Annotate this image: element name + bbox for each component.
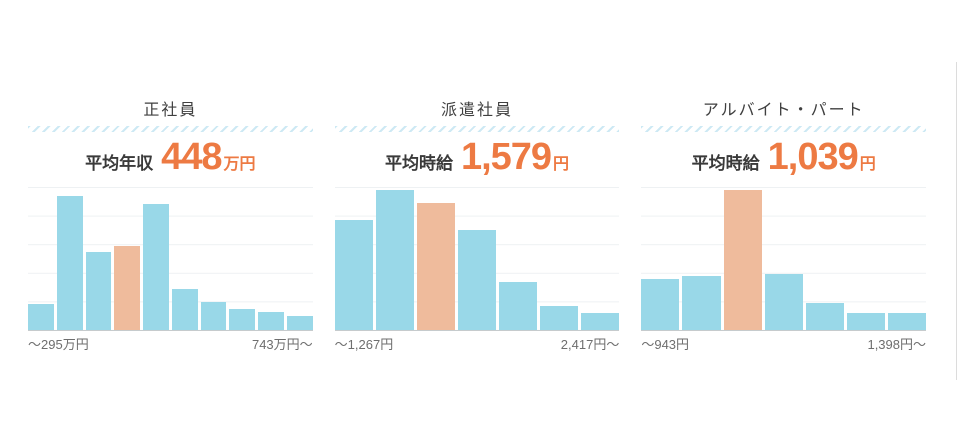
- histogram-bar: [581, 313, 620, 331]
- x-axis-labels: ～1,267円 2,417円～: [335, 337, 620, 353]
- average-value: 1,579: [460, 136, 552, 179]
- histogram-bar: [764, 274, 803, 331]
- histogram-bar: [846, 313, 885, 331]
- x-axis-max-label: 743万円～: [251, 337, 313, 353]
- x-axis-labels: ～295万円 743万円～: [28, 337, 313, 353]
- histogram-bar-average: [723, 190, 762, 331]
- histogram-bar: [887, 313, 926, 331]
- histogram-bar: [641, 278, 680, 331]
- average-unit: 万円: [223, 156, 256, 174]
- bars-container: [28, 187, 313, 331]
- chart-title: アルバイト・パート: [702, 102, 865, 119]
- bar-chart-hourly-wage: [334, 187, 620, 332]
- average-label: 平均時給: [384, 154, 453, 174]
- hatched-divider: [334, 126, 620, 133]
- x-axis-min-label: ～1,267円: [334, 337, 394, 353]
- histogram-bar: [258, 311, 284, 331]
- average-value: 448: [161, 136, 222, 179]
- histogram-bar: [85, 251, 112, 331]
- panel-part-time: アルバイト・パート 平均時給 1,039 円 ～943円 1,398円～: [641, 101, 927, 353]
- panel-full-time-employee: 正社員 平均年収 448 万円 ～295万円 743万円～: [28, 101, 313, 353]
- histogram-bar: [375, 190, 414, 331]
- histogram-bar: [334, 220, 373, 331]
- page-right-border: [956, 62, 957, 380]
- hatched-divider: [641, 126, 927, 133]
- histogram-bar: [229, 308, 256, 331]
- histogram-bar: [28, 304, 54, 331]
- histogram-bar: [805, 303, 844, 331]
- bars-container: [334, 187, 620, 331]
- average-row: 平均年収 448 万円: [28, 138, 313, 176]
- histogram-bar-average: [114, 245, 141, 331]
- histogram-bar: [171, 288, 198, 331]
- x-axis-min-label: ～295万円: [28, 337, 89, 353]
- average-label: 平均時給: [691, 154, 760, 174]
- histogram-bar: [499, 281, 538, 331]
- employment-type-charts: 正社員 平均年収 448 万円 ～295万円 743万円～ 派遣社員 平均時給 1,5…: [28, 101, 927, 353]
- x-axis-max-label: 2,417円～: [560, 337, 620, 353]
- histogram-bar: [682, 275, 721, 331]
- average-row: 平均時給 1,579 円: [335, 138, 620, 176]
- hatched-divider: [28, 126, 313, 133]
- histogram-bar: [457, 230, 497, 331]
- chart-title: 正社員: [143, 102, 198, 119]
- x-axis-max-label: 1,398円～: [867, 337, 927, 353]
- histogram-bar: [143, 204, 169, 331]
- average-unit: 円: [859, 156, 876, 174]
- average-value: 1,039: [767, 136, 859, 179]
- histogram-bar: [286, 315, 313, 331]
- histogram-bar: [56, 195, 83, 331]
- histogram-bar: [200, 301, 227, 331]
- average-label: 平均年収: [85, 154, 154, 174]
- x-axis-labels: ～943円 1,398円～: [641, 337, 926, 353]
- bars-container: [641, 187, 926, 331]
- histogram-bar: [540, 305, 579, 331]
- histogram-bar-average: [416, 202, 455, 331]
- average-unit: 円: [553, 156, 570, 174]
- panel-dispatch-employee: 派遣社員 平均時給 1,579 円 ～1,267円 2,417円～: [334, 101, 620, 353]
- bar-chart-hourly-wage: [641, 187, 927, 332]
- x-axis-min-label: ～943円: [641, 337, 690, 353]
- average-row: 平均時給 1,039 円: [641, 138, 926, 176]
- chart-title: 派遣社員: [441, 102, 514, 119]
- bar-chart-annual-income: [28, 187, 313, 332]
